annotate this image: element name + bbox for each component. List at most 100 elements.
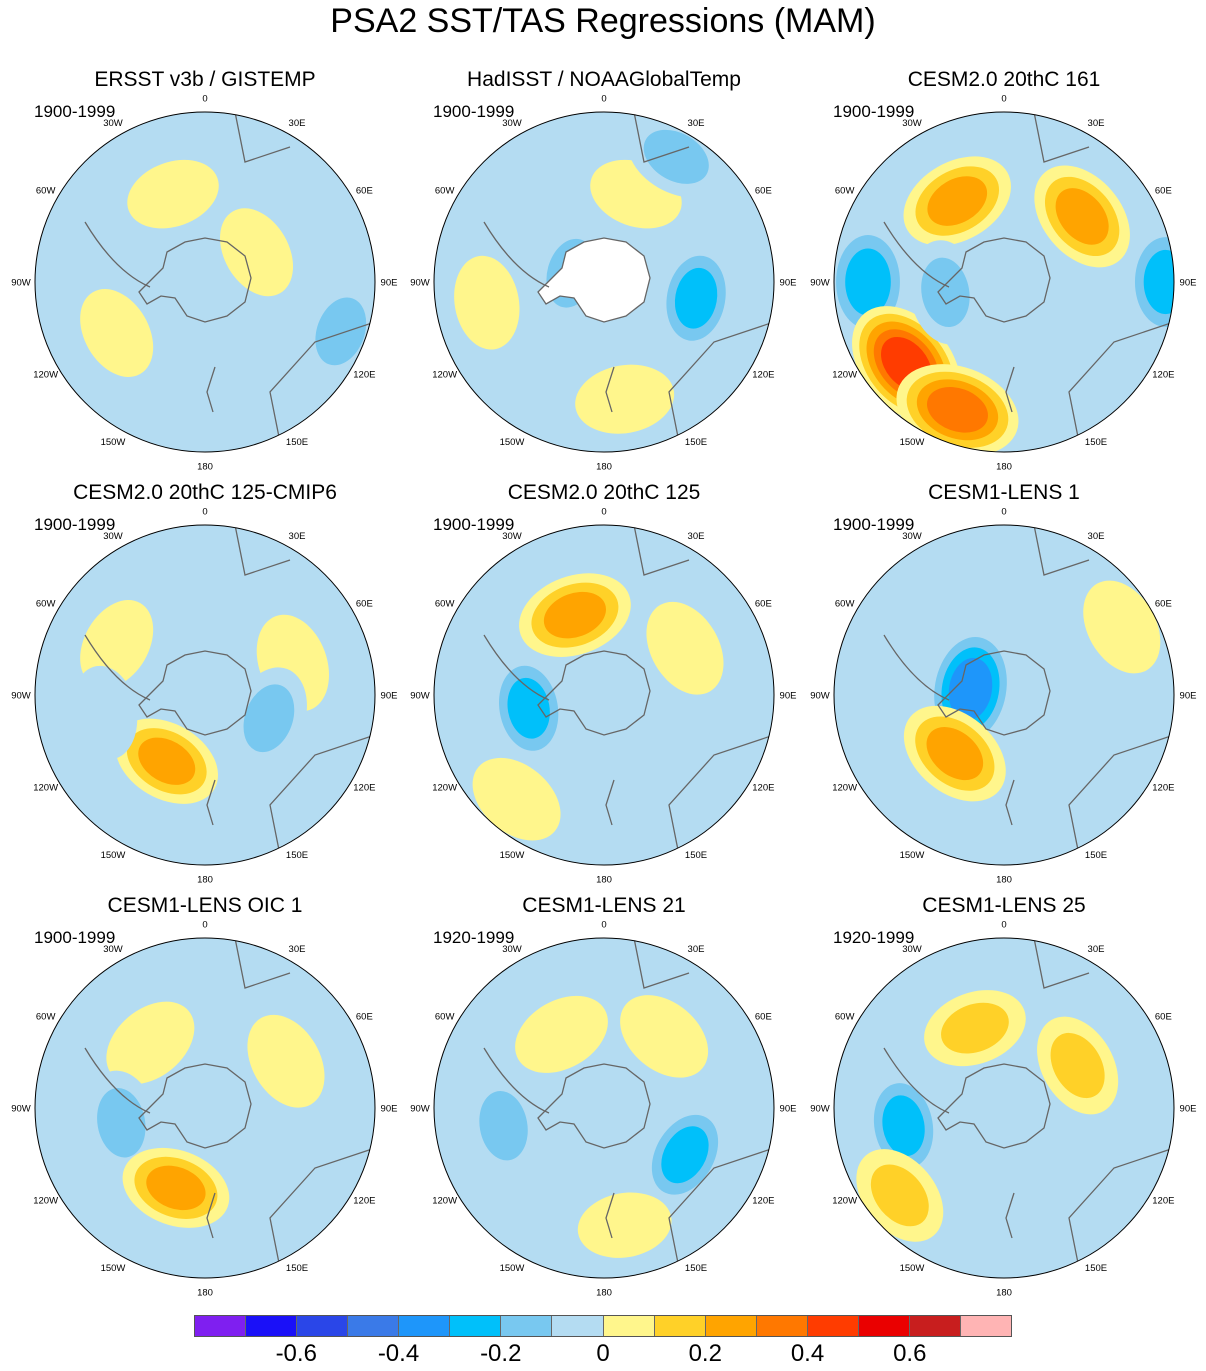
anomaly-contour — [472, 757, 561, 841]
africa-coastline — [234, 112, 291, 163]
colorbar-swatch — [909, 1316, 961, 1336]
longitude-label: 180 — [197, 1288, 213, 1299]
longitude-label: 30E — [688, 118, 705, 129]
africa-coastline — [1033, 525, 1090, 576]
longitude-label: 120E — [752, 1196, 774, 1207]
polar-map: 0 30E 60E 90E 120E 150E 180 150W 120W 90W 60W 30W — [810, 94, 1196, 473]
australia-coastline — [1068, 1147, 1174, 1269]
new-zealand-coastline — [1005, 779, 1015, 826]
anomaly-contour — [643, 129, 709, 184]
colorbar-tick-label: 0.4 — [790, 1340, 825, 1367]
australia-coastline — [668, 321, 774, 443]
longitude-label: 60W — [36, 1012, 56, 1023]
polar-map: 0 30E 60E 90E 120E 150E 180 150W 120W 90W 60W 30W — [11, 94, 398, 473]
longitude-label: 120E — [353, 370, 375, 381]
colorbar-swatch — [858, 1316, 910, 1336]
colorbar-swatch — [246, 1316, 298, 1336]
antarctica-coastline — [537, 237, 651, 323]
longitude-label: 120W — [832, 370, 857, 381]
antarctica-coastline — [537, 1063, 651, 1149]
longitude-label: 150W — [101, 437, 126, 448]
colorbar-swatch — [960, 1316, 1011, 1336]
period-label: 1920-1999 — [433, 928, 515, 947]
colorbar-tick-label: -0.4 — [377, 1340, 420, 1367]
longitude-label: 60E — [755, 186, 772, 197]
longitude-label: 120W — [432, 783, 457, 794]
longitude-label: 150W — [900, 850, 925, 861]
antarctica-coastline — [138, 650, 252, 736]
south-america-coastline — [84, 221, 151, 288]
australia-coastline — [269, 321, 375, 443]
longitude-label: 30E — [688, 944, 705, 955]
colorbar-swatch — [195, 1316, 247, 1336]
map-border — [34, 937, 376, 1279]
anomaly-contour — [1050, 1032, 1105, 1099]
longitude-label: 90W — [11, 278, 31, 289]
new-zealand-coastline — [605, 366, 615, 413]
anomaly-contour — [577, 1192, 672, 1258]
longitude-label: 120W — [832, 1196, 857, 1207]
longitude-label: 90E — [381, 1104, 398, 1115]
anomaly-contour — [620, 995, 709, 1078]
south-america-coastline — [883, 1047, 950, 1114]
longitude-label: 30E — [1088, 531, 1105, 542]
longitude-label: 60E — [356, 1012, 373, 1023]
anomaly-contour — [71, 665, 138, 760]
panel-title: CESM2.0 20thC 125-CMIP6 — [73, 481, 337, 504]
longitude-label: 150W — [900, 1263, 925, 1274]
colorbar-swatch — [654, 1316, 706, 1336]
map-border — [34, 524, 376, 866]
longitude-label: 150E — [286, 850, 308, 861]
longitude-label: 90W — [11, 1104, 31, 1115]
longitude-label: 60W — [835, 1012, 855, 1023]
polar-map: 0 30E 60E 90E 120E 150E 180 150W 120W 90W 60W 30W — [810, 507, 1197, 886]
anomaly-contour — [247, 1014, 325, 1108]
longitude-label: 90W — [410, 1104, 430, 1115]
anomaly-contour — [454, 255, 520, 350]
period-label: 1900-1999 — [833, 102, 915, 121]
south-america-coastline — [483, 1047, 550, 1114]
longitude-label: 120E — [353, 783, 375, 794]
south-america-coastline — [883, 221, 950, 288]
longitude-label: 60W — [435, 599, 455, 610]
panel-title: CESM1-LENS 25 — [922, 894, 1086, 917]
anomaly-contour — [479, 1090, 528, 1161]
longitude-label: 120E — [752, 783, 774, 794]
longitude-label: 120E — [752, 370, 774, 381]
new-zealand-coastline — [605, 1192, 615, 1239]
anomaly-contour — [138, 737, 196, 785]
longitude-label: 120E — [1152, 783, 1174, 794]
longitude-label: 150E — [685, 1263, 707, 1274]
longitude-label: 30W — [502, 118, 522, 129]
longitude-label: 120E — [353, 1196, 375, 1207]
antarctica-coastline — [138, 237, 252, 323]
longitude-label: 0 — [202, 507, 207, 518]
longitude-label: 150E — [1085, 850, 1107, 861]
longitude-label: 90E — [381, 278, 398, 289]
longitude-label: 90W — [410, 691, 430, 702]
colorbar — [194, 1315, 1012, 1337]
polar-map: 0 30E 60E 90E 120E 150E 180 150W 120W 90W 60W 30W — [410, 507, 796, 886]
longitude-label: 30E — [289, 531, 306, 542]
longitude-label: 30W — [103, 118, 123, 129]
south-america-coastline — [84, 1047, 151, 1114]
new-zealand-coastline — [1005, 366, 1015, 413]
anomaly-contour — [854, 627, 920, 722]
longitude-label: 0 — [601, 920, 606, 931]
anomaly-contour — [220, 208, 294, 297]
map-border — [433, 937, 775, 1279]
longitude-label: 90E — [1180, 691, 1197, 702]
australia-coastline — [668, 734, 774, 856]
anomaly-contour — [146, 1165, 206, 1211]
longitude-label: 90E — [780, 278, 797, 289]
anomaly-contour — [243, 684, 295, 753]
longitude-label: 30E — [1088, 118, 1105, 129]
longitude-label: 30E — [289, 944, 306, 955]
anomaly-contour — [1113, 1086, 1174, 1180]
colorbar-swatch — [705, 1316, 757, 1336]
colorbar-tick-label: 0 — [596, 1340, 610, 1367]
africa-coastline — [633, 525, 690, 576]
new-zealand-coastline — [206, 366, 216, 413]
anomaly-contour — [674, 267, 718, 329]
map-border — [433, 524, 775, 866]
